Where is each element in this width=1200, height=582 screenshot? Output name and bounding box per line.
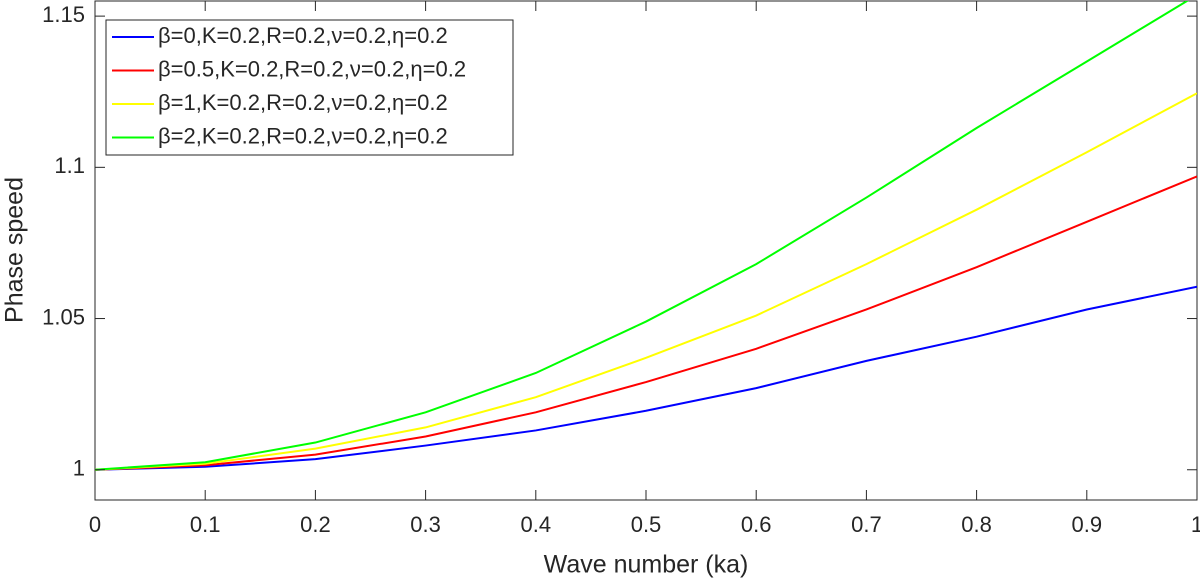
series-line (95, 92, 1197, 471)
x-tick-label: 0.7 (851, 512, 882, 537)
lines (95, 1, 1197, 471)
x-tick-label: 0.4 (521, 512, 552, 537)
y-tick-label: 1 (73, 456, 85, 481)
legend-box (105, 19, 514, 156)
legend-label: β=1,K=0.2,R=0.2,ν=0.2,η=0.2 (158, 90, 448, 115)
series-line (95, 1, 1189, 471)
series-line (95, 285, 1197, 471)
x-tick-label: 0.9 (1072, 512, 1103, 537)
x-tick-label: 0.8 (961, 512, 992, 537)
legend-label: β=0.5,K=0.2,R=0.2,ν=0.2,η=0.2 (158, 56, 466, 81)
x-axis-label: Wave number (ka) (544, 551, 749, 579)
x-tick-label: 0.2 (300, 512, 331, 537)
x-tick-label: 0.1 (190, 512, 221, 537)
series-line (95, 175, 1197, 471)
y-axis-label: Phase speed (1, 177, 29, 323)
x-tick-label: 0.6 (741, 512, 772, 537)
x-tick-label: 1 (1191, 512, 1200, 537)
y-tick-label: 1.15 (42, 2, 85, 27)
x-tick-label: 0 (89, 512, 101, 537)
legend-label: β=0,K=0.2,R=0.2,ν=0.2,η=0.2 (158, 23, 448, 48)
y-tick-label: 1.05 (42, 304, 85, 329)
y-tick-label: 1.1 (54, 153, 85, 178)
legend-label: β=2,K=0.2,R=0.2,ν=0.2,η=0.2 (158, 123, 448, 148)
x-tick-label: 0.3 (410, 512, 441, 537)
x-tick-label: 0.5 (631, 512, 662, 537)
